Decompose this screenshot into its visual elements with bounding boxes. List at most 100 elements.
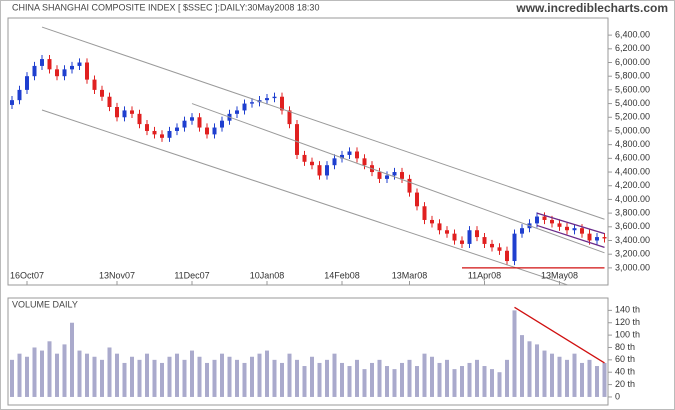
candle-body — [302, 154, 307, 162]
y-tick-label: 4,800.00 — [615, 139, 650, 149]
x-tick-label: 14Feb08 — [324, 270, 360, 280]
candle-body — [25, 76, 29, 90]
candle-body — [565, 226, 569, 231]
candle-body — [400, 172, 404, 179]
candle-body — [242, 103, 247, 111]
volume-bar — [580, 362, 584, 397]
trend-line — [536, 212, 605, 235]
candle-body — [197, 117, 202, 128]
volume-bar — [242, 362, 247, 397]
volume-bar — [40, 350, 44, 397]
candle-body — [130, 110, 134, 114]
volume-bar — [145, 353, 149, 397]
candle-body — [550, 219, 554, 224]
y-tick-label: 140 th — [615, 305, 640, 315]
x-tick-label: 13Mar08 — [392, 270, 428, 280]
volume-bar — [137, 359, 142, 397]
volume-bar — [152, 359, 157, 397]
y-tick-label: 80 th — [615, 342, 635, 352]
candle-body — [520, 228, 524, 234]
volume-bar — [212, 359, 217, 397]
volume-bar — [272, 359, 277, 397]
y-tick-label: 5,400.00 — [615, 98, 650, 108]
candle-body — [377, 172, 382, 179]
volume-bar — [347, 366, 352, 397]
candle-body — [505, 250, 509, 262]
volume-bar — [235, 359, 239, 397]
candle-body — [460, 240, 464, 244]
candle-body — [445, 230, 449, 234]
volume-bar — [482, 366, 487, 397]
candle-body — [62, 69, 67, 77]
y-tick-label: 5,800.00 — [615, 71, 650, 81]
volume-bar — [197, 356, 202, 397]
candle-body — [385, 175, 389, 179]
volume-bar — [587, 359, 592, 397]
x-tick-label: 10Jan08 — [250, 270, 285, 280]
volume-bar — [205, 362, 209, 397]
candle-body — [32, 65, 37, 77]
volume-bar — [17, 353, 22, 397]
trend-line — [536, 224, 605, 248]
candle-body — [85, 62, 89, 80]
volume-bar — [122, 362, 127, 397]
volume-bar — [47, 341, 52, 397]
candle-body — [55, 69, 59, 77]
candle-body — [415, 192, 419, 207]
candle-body — [107, 96, 112, 107]
volume-bar — [115, 353, 119, 397]
volume-bar — [107, 347, 112, 397]
volume-bar — [340, 362, 344, 397]
candle-body — [182, 120, 187, 128]
y-tick-label: 60 th — [615, 354, 635, 364]
volume-bar — [92, 356, 97, 397]
y-tick-label: 3,000.00 — [615, 262, 650, 272]
candle-body — [250, 102, 254, 104]
volume-bar — [287, 353, 292, 397]
volume-bar — [535, 344, 539, 397]
volume-bar — [490, 369, 494, 397]
volume-bar — [512, 310, 517, 397]
x-tick-label: 13Nov07 — [99, 270, 135, 280]
candle-body — [430, 219, 434, 224]
candle-body — [347, 151, 352, 155]
volume-bar — [602, 362, 607, 397]
candle-body — [122, 110, 127, 118]
volume-bar — [280, 362, 284, 397]
y-tick-label: 20 th — [615, 379, 635, 389]
y-tick-label: 3,600.00 — [615, 221, 650, 231]
trend-line — [41, 109, 570, 285]
volume-bar — [430, 356, 434, 397]
y-tick-label: 6,200.00 — [615, 43, 650, 53]
volume-bar — [325, 359, 329, 397]
candle-body — [602, 237, 607, 239]
candle-body — [152, 130, 157, 135]
candle-body — [280, 96, 284, 111]
x-tick-label: 11Dec07 — [174, 270, 209, 280]
candle-body — [355, 151, 359, 159]
volume-bar — [497, 372, 502, 397]
volume-bar — [310, 356, 314, 397]
volume-bar — [100, 359, 104, 397]
chart-title: CHINA SHANGHAI COMPOSITE INDEX [ $SSEC ]… — [12, 2, 319, 12]
volume-bar — [257, 353, 262, 397]
candle-body — [160, 134, 164, 138]
volume-bar — [220, 353, 224, 397]
candle-body — [490, 243, 494, 248]
y-tick-label: 40 th — [615, 367, 635, 377]
candle-body — [325, 165, 329, 176]
candle-body — [47, 59, 52, 70]
volume-bar — [572, 353, 577, 397]
volume-bar — [55, 353, 59, 397]
candle-body — [407, 178, 412, 193]
y-tick-label: 4,000.00 — [615, 194, 650, 204]
trend-line — [41, 26, 605, 220]
volume-bar — [295, 359, 299, 397]
x-tick-label: 13May08 — [541, 270, 578, 280]
candle-body — [40, 59, 44, 66]
volume-bar — [265, 350, 269, 397]
candle-body — [175, 127, 179, 131]
candle-body — [332, 158, 337, 166]
candle-body — [572, 228, 577, 231]
candle-body — [265, 98, 269, 101]
